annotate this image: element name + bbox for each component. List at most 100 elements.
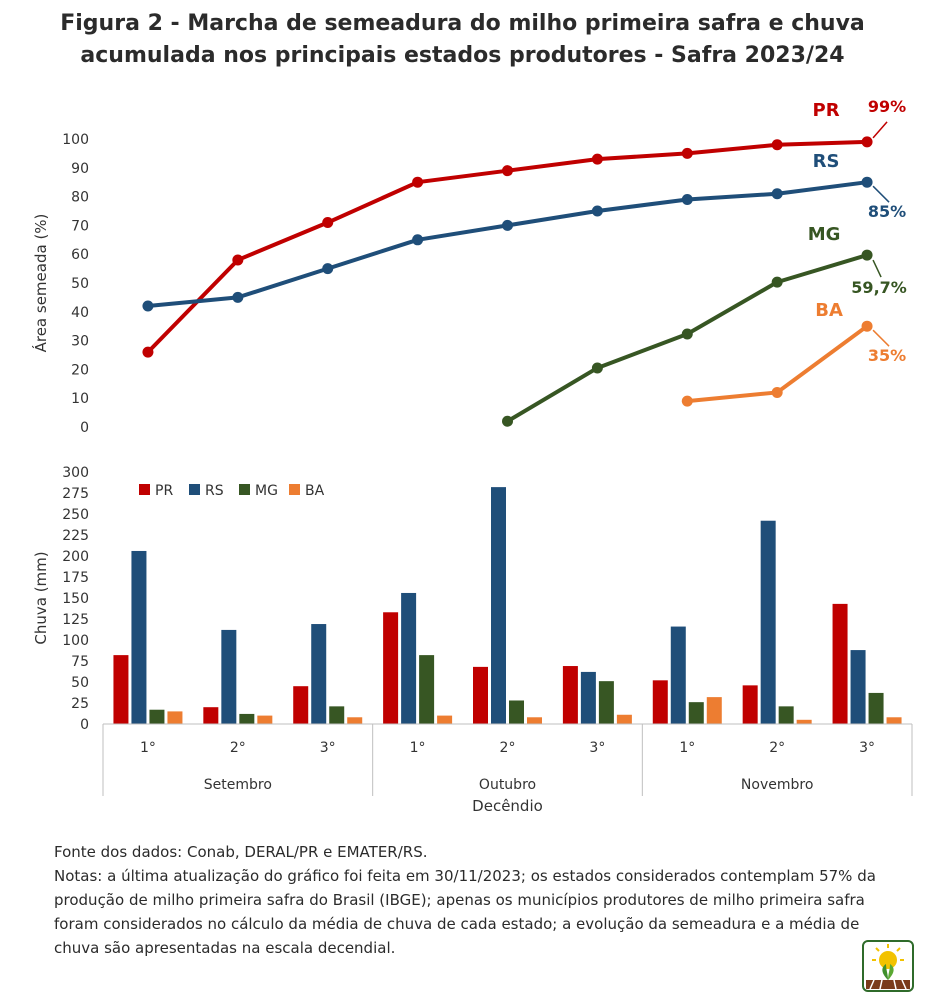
bar-category-label: 1° [410,740,426,756]
bar-rs [131,550,147,724]
bar-mg [149,709,165,724]
legend-label-ba: BA [305,483,325,499]
rainfall-bar-chart: 0 25 50 75 100 125 150 175 200 225 250 275 300 Chuva … [32,465,913,815]
bar-y-axis-label: Chuva (mm) [32,551,50,644]
bar-ytick-label: 275 [62,486,89,502]
bar-ytick-label: 200 [62,549,89,565]
bar-category-label: 3° [589,740,605,756]
line-ytick-label: 10 [71,391,89,407]
bar-ytick-label: 150 [62,591,89,607]
bar-rs [491,487,506,724]
bar-mg [509,700,524,724]
bar-ytick-label: 25 [71,696,89,712]
bar-rs [850,650,866,724]
end-value-label-ba: 35% [868,346,906,365]
legend-swatch-ba [289,484,300,495]
bar-pr [473,666,488,724]
line-ytick-label: 0 [80,420,89,436]
series-name-label-pr: PR [813,100,840,121]
end-value-label-pr: 99% [868,97,906,116]
end-label-leader-rs [872,185,890,203]
bar-group-label: Outubro [479,777,536,793]
bar-ba [796,719,812,724]
line-point-rs [861,176,873,188]
end-label-leader-ba [872,329,890,347]
line-y-axis-label: Área semeada (%) [31,214,50,353]
line-ytick-label: 20 [71,362,89,378]
line-point-mg [681,328,693,340]
chart-title-line-2: acumulada nos principais estados produto… [80,43,845,68]
line-point-rs [771,188,783,200]
line-point-mg [591,362,603,374]
line-point-ba [861,320,873,332]
bar-mg [598,681,614,724]
bar-pr [113,655,129,724]
notes-block: Fonte dos dados: Conab, DERAL/PR e EMATE… [54,840,904,960]
bar-category-label: 3° [859,740,875,756]
line-point-mg [771,276,783,288]
line-ytick-label: 50 [71,276,89,292]
line-point-ba [681,395,693,407]
line-point-mg [502,415,513,427]
line-point-rs [681,193,693,205]
end-label-leader-mg [872,259,882,278]
bar-ytick-label: 175 [62,570,89,586]
bar-rs [760,520,776,724]
chart-title-line-1: Figura 2 - Marcha de semeadura do milho … [60,11,865,36]
end-value-label-mg: 59,7% [851,278,907,297]
legend-label-pr: PR [155,483,173,499]
bar-pr [562,666,578,724]
charts-canvas: 0 10 20 30 40 50 60 70 80 90 100 Área semeada (%) PR… [31,97,913,815]
bar-mg [868,692,884,724]
line-ytick-label: 90 [71,161,89,177]
line-point-rs [591,205,603,217]
legend-label-mg: MG [255,483,278,499]
bar-category-label: 2° [230,740,246,756]
bar-ytick-label: 75 [71,654,89,670]
line-ytick-label: 40 [71,305,89,321]
bar-category-label: 1° [140,740,156,756]
bar-group-label: Setembro [204,777,272,793]
bar-ba [167,711,183,724]
series-name-label-ba: BA [815,300,843,321]
sun-plant-logo-icon [862,940,914,992]
bar-x-axis-label: Decêndio [472,797,543,815]
bar-rs [221,629,237,724]
line-point-rs [232,291,244,303]
bar-category-label: 2° [500,740,516,756]
line-point-pr [502,165,513,177]
legend-swatch-rs [189,484,200,495]
line-point-ba [771,386,783,398]
bar-ytick-label: 50 [71,675,89,691]
bar-mg [239,713,255,724]
bar-rs [401,592,417,724]
chart-title: Figura 2 - Marcha de semeadura do milho … [0,8,925,72]
bar-ba [257,715,273,724]
line-point-rs [412,234,424,246]
notes-text: Notas: a última atualização do gráfico f… [54,867,876,957]
line-ytick-label: 30 [71,334,89,350]
line-point-pr [771,139,783,151]
line-point-pr [232,254,244,266]
bar-ytick-label: 125 [62,612,89,628]
line-point-rs [322,263,334,275]
line-point-pr [861,136,873,148]
line-series-rs [145,180,870,309]
bar-mg [419,655,435,724]
bar-ytick-label: 225 [62,528,89,544]
bar-pr [742,685,758,724]
line-point-pr [591,153,603,165]
bar-category-label: 3° [320,740,336,756]
bar-ba [616,714,632,724]
bar-rs [311,624,327,724]
bar-mg [688,702,704,724]
bar-category-label: 1° [679,740,695,756]
line-point-rs [142,300,154,312]
bar-ytick-label: 100 [62,633,89,649]
line-point-pr [681,147,693,159]
line-ytick-label: 80 [71,190,89,206]
bar-mg [329,706,345,724]
line-ytick-label: 70 [71,218,89,234]
line-point-pr [412,176,424,188]
bar-pr [832,603,848,724]
